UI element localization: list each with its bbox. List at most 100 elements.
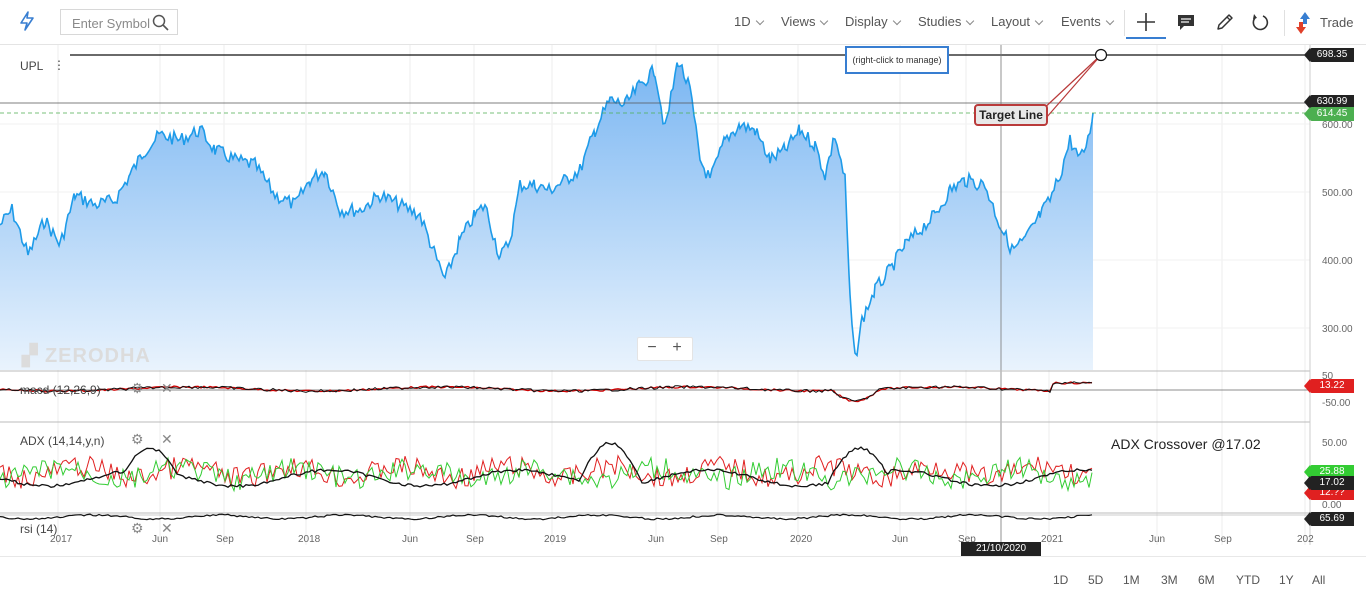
macd-settings-icon[interactable]: ⚙ [131, 380, 144, 396]
x-tick-label: Jun [1149, 534, 1165, 545]
range-1m[interactable]: 1M [1123, 573, 1140, 587]
zoom-out-button[interactable]: − [647, 339, 657, 356]
lightning-icon[interactable] [16, 10, 38, 32]
target-line-label[interactable]: Target Line [974, 104, 1048, 126]
chevron-down-icon [1034, 16, 1044, 26]
x-tick-label: Sep [216, 534, 234, 545]
menu-layout-label: Layout [991, 14, 1031, 29]
x-tick-label: Jun [402, 534, 418, 545]
menu-views[interactable]: Views [781, 14, 829, 29]
rsi-settings-icon[interactable]: ⚙ [131, 520, 144, 536]
chevron-down-icon [892, 16, 901, 26]
y-tick-label: 500.00 [1322, 188, 1353, 199]
chevron-down-icon [820, 16, 829, 26]
y-tick-label: 600.00 [1322, 120, 1353, 131]
x-tick-label: Jun [648, 534, 664, 545]
menu-display-label: Display [845, 14, 888, 29]
zoom-control: − + [637, 337, 693, 361]
target-pointer-line [1045, 54, 1102, 119]
x-tick-label: 2018 [298, 534, 321, 545]
adx-tick-top: 50.00 [1322, 438, 1347, 449]
rsi-label: rsi (14) [20, 522, 57, 536]
chevron-down-icon [966, 16, 975, 26]
macd-close-icon[interactable]: ✕ [161, 380, 173, 396]
x-tick-label: 2017 [50, 534, 73, 545]
undo-icon[interactable] [1250, 12, 1270, 32]
target-price-tag: 698.35 [1304, 48, 1354, 62]
menu-interval[interactable]: 1D [734, 14, 764, 29]
watermark-text: ZERODHA [44, 345, 151, 367]
menu-studies[interactable]: Studies [918, 14, 975, 29]
crosshair-active-indicator [1126, 37, 1166, 39]
adx-line [0, 441, 1093, 489]
rsi-line [0, 513, 1093, 521]
rsi-pane [0, 513, 1310, 521]
adx-plus-tag: 25.88 [1304, 465, 1354, 479]
trade-button[interactable]: Trade [1320, 15, 1354, 30]
adx-label: ADX (14,14,y,n) [20, 434, 104, 448]
range-6m[interactable]: 6M [1198, 573, 1215, 587]
adx-close-icon[interactable]: ✕ [161, 431, 173, 447]
adx-pane [0, 441, 1093, 493]
menu-views-label: Views [781, 14, 816, 29]
chevron-down-icon [755, 16, 764, 26]
adx-plus-di-line [0, 455, 1093, 493]
crosshair-date-tag: 21/10/2020 [961, 542, 1041, 556]
menu-events-label: Events [1061, 14, 1101, 29]
toolbar-divider [1284, 10, 1285, 36]
y-axis: 600.00 500.00 400.00 300.00 [1322, 120, 1353, 335]
x-tick-label: 2020 [790, 534, 813, 545]
zoom-in-button[interactable]: + [672, 339, 682, 356]
high-price-tag: 630.99 [1304, 95, 1354, 109]
menu-interval-label: 1D [734, 14, 751, 29]
range-1d[interactable]: 1D [1053, 573, 1069, 587]
comment-icon[interactable] [1176, 12, 1196, 32]
x-tick-label: 2021 [1041, 534, 1064, 545]
adx-tick-bottom: 0.00 [1322, 500, 1342, 511]
x-axis: 2017 Jun Sep 2018 Jun Sep 2019 Jun Sep 2020 Jun Sep… [50, 534, 1314, 545]
y-tick-label: 400.00 [1322, 256, 1353, 267]
rsi-value-tag: 65.69 [1304, 512, 1354, 526]
range-ytd[interactable]: YTD [1236, 573, 1260, 587]
x-tick-label: Jun [892, 534, 908, 545]
chevron-down-icon [1105, 16, 1114, 26]
range-selector: 1D 5D 1M 3M 6M YTD 1Y All [0, 556, 1366, 601]
chart-area[interactable]: UPL ⋮ 600.00 500.00 400.00 300.00 2017 Jun Se… [0, 45, 1366, 556]
trade-arrows-icon[interactable] [1293, 10, 1315, 36]
macd-label: macd (12,26,9) [20, 383, 101, 397]
price-area-fill [0, 62, 1093, 370]
search-input[interactable] [70, 11, 156, 35]
symbol-menu-icon[interactable]: ⋮ [53, 58, 65, 72]
menu-studies-label: Studies [918, 14, 962, 29]
adx-minus-di-line [0, 454, 1093, 490]
x-tick-label: Sep [958, 534, 976, 545]
macd-pane [0, 381, 1093, 403]
x-tick-label: 202 [1297, 534, 1314, 545]
x-tick-label: Sep [466, 534, 484, 545]
pencil-icon[interactable] [1215, 12, 1235, 32]
adx-settings-icon[interactable]: ⚙ [131, 431, 144, 447]
y-tick-label: 300.00 [1322, 324, 1353, 335]
target-pointer-line [1039, 54, 1102, 113]
watermark-logo: ▞ ZERODHA [22, 345, 151, 367]
adx-value-tag: 17.02 [1304, 476, 1354, 490]
last-price-tag: 614.45 [1304, 107, 1354, 121]
rsi-close-icon[interactable]: ✕ [161, 520, 173, 536]
x-tick-label: Jun [152, 534, 168, 545]
menu-layout[interactable]: Layout [991, 14, 1044, 29]
menu-display[interactable]: Display [845, 14, 901, 29]
crosshair-icon[interactable] [1136, 12, 1156, 32]
x-tick-label: 2019 [544, 534, 567, 545]
range-1y[interactable]: 1Y [1279, 573, 1294, 587]
range-3m[interactable]: 3M [1161, 573, 1178, 587]
symbol-label[interactable]: UPL [20, 59, 44, 73]
symbol-search[interactable] [60, 9, 178, 35]
menu-events[interactable]: Events [1061, 14, 1114, 29]
target-handle[interactable] [1094, 48, 1108, 62]
adx-annotation: ADX Crossover @17.02 [1111, 436, 1261, 452]
range-all[interactable]: All [1312, 573, 1326, 587]
search-icon[interactable] [152, 14, 169, 31]
price-line [0, 62, 1094, 358]
macd-tick-bottom: -50.00 [1322, 398, 1351, 409]
range-5d[interactable]: 5D [1088, 573, 1104, 587]
